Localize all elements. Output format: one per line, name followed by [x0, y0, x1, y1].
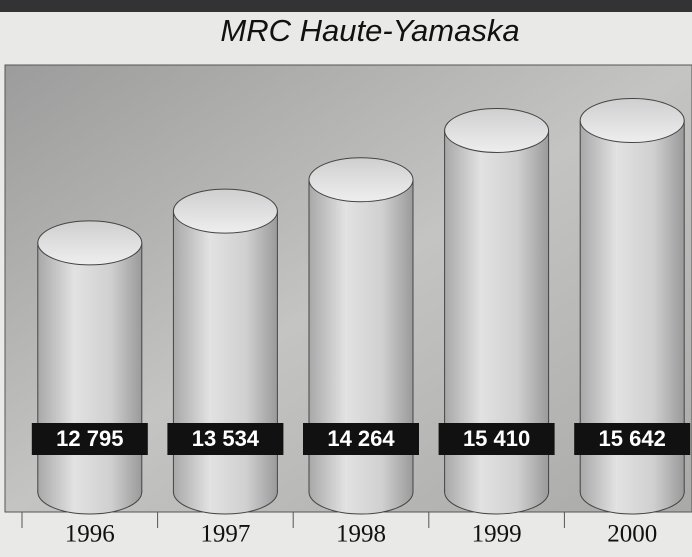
value-label-box — [303, 423, 419, 455]
cylinder-top — [308, 157, 414, 203]
value-label: 12 795 — [56, 426, 123, 451]
x-tick-label: 1999 — [472, 521, 522, 548]
value-label: 15 642 — [599, 426, 666, 451]
x-tick-label: 1998 — [336, 521, 386, 548]
cylinder-top — [37, 220, 143, 266]
cylinder-top — [579, 97, 685, 143]
value-label: 14 264 — [327, 426, 395, 451]
top-strip — [0, 0, 692, 12]
chart-title: MRC Haute-Yamaska — [220, 13, 519, 48]
x-tick-label: 2000 — [607, 521, 657, 548]
value-label: 13 534 — [192, 426, 260, 451]
value-label-box — [167, 423, 284, 455]
x-tick-label: 1996 — [65, 521, 115, 548]
value-label-box — [574, 423, 691, 455]
cylinder-top — [172, 188, 278, 234]
x-tick-label: 1997 — [200, 521, 250, 548]
value-label-box — [438, 423, 555, 455]
value-label: 15 410 — [463, 426, 530, 451]
cylinder-top — [444, 107, 550, 153]
value-label-box — [31, 423, 148, 455]
